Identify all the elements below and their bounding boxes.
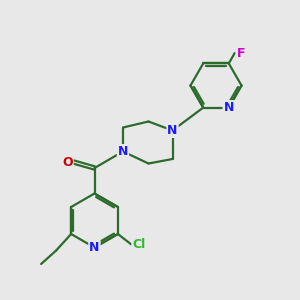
Text: N: N xyxy=(118,145,128,158)
Text: N: N xyxy=(89,241,100,254)
Text: F: F xyxy=(236,46,245,59)
Text: N: N xyxy=(167,124,178,137)
Text: O: O xyxy=(62,155,73,169)
Text: Cl: Cl xyxy=(132,238,146,251)
Text: N: N xyxy=(224,101,234,114)
